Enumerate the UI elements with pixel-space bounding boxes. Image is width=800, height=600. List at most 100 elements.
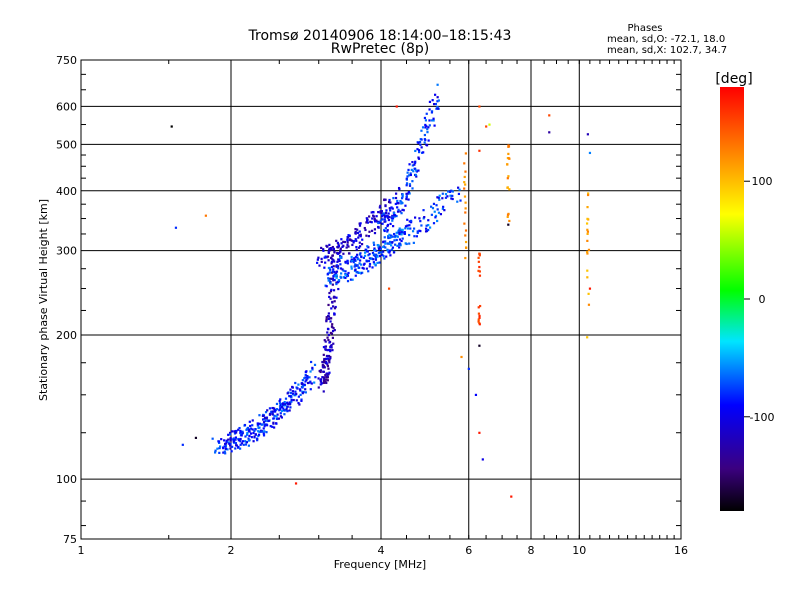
data-point: [263, 430, 266, 433]
data-point: [333, 300, 336, 303]
data-point: [373, 231, 377, 235]
data-point: [417, 169, 420, 172]
data-point: [231, 445, 234, 448]
data-point: [415, 169, 418, 172]
data-point: [263, 425, 266, 428]
data-point: [328, 291, 331, 295]
data-point: [363, 262, 366, 265]
data-point: [288, 401, 292, 404]
data-point: [317, 256, 320, 259]
data-point: [414, 173, 417, 177]
data-point: [318, 264, 321, 267]
data-point: [478, 431, 481, 434]
data-point: [338, 252, 341, 255]
data-point: [386, 223, 390, 227]
data-point: [425, 125, 428, 128]
data-point: [328, 371, 331, 374]
data-point: [373, 248, 376, 252]
data-point: [372, 261, 375, 264]
data-point: [384, 242, 387, 245]
data-point: [424, 138, 427, 142]
data-point: [393, 215, 396, 218]
data-point: [301, 390, 304, 393]
data-points: [170, 83, 592, 498]
data-point: [297, 395, 300, 398]
data-point: [365, 221, 368, 224]
x-tick-label: 1: [78, 544, 85, 557]
data-point: [418, 217, 421, 220]
data-point: [356, 253, 359, 256]
data-point: [248, 434, 251, 437]
data-point: [279, 398, 282, 401]
data-point: [380, 210, 384, 213]
data-point: [358, 241, 361, 244]
data-point: [295, 399, 298, 402]
data-point: [357, 257, 360, 261]
data-point: [320, 257, 323, 260]
data-point: [241, 430, 244, 433]
data-point: [339, 250, 342, 253]
data-point: [326, 349, 329, 352]
data-point: [410, 219, 413, 223]
data-point: [309, 388, 312, 391]
data-point: [410, 168, 413, 171]
data-point: [269, 425, 272, 428]
data-point: [396, 210, 400, 213]
data-point: [334, 272, 338, 275]
data-point: [478, 265, 481, 269]
data-point: [251, 428, 254, 431]
data-point: [329, 357, 332, 360]
data-point: [488, 123, 491, 126]
data-point: [431, 99, 434, 102]
data-point: [506, 177, 509, 180]
data-point: [391, 241, 394, 244]
data-point: [291, 390, 295, 393]
data-point: [227, 433, 230, 436]
data-point: [352, 261, 355, 264]
data-point: [273, 414, 276, 417]
data-point: [332, 275, 335, 278]
data-point: [327, 354, 331, 358]
data-point: [406, 218, 409, 221]
data-point: [435, 204, 438, 207]
data-point: [325, 245, 329, 248]
data-point: [417, 141, 420, 144]
data-point: [223, 450, 226, 453]
data-point: [232, 439, 236, 442]
data-point: [394, 234, 397, 237]
data-point: [358, 224, 362, 227]
data-point: [299, 393, 302, 396]
data-point: [301, 385, 305, 388]
data-point: [336, 260, 339, 263]
data-point: [457, 186, 460, 189]
data-point: [328, 243, 331, 246]
data-point: [474, 393, 478, 397]
data-point: [281, 402, 285, 405]
data-point: [327, 359, 330, 362]
data-point: [423, 116, 427, 120]
data-point: [349, 260, 353, 263]
x-axis-label: Frequency [MHz]: [334, 558, 426, 571]
data-point: [374, 253, 377, 256]
data-point: [262, 421, 266, 424]
data-point: [217, 440, 220, 443]
data-point: [416, 230, 419, 233]
data-point: [284, 397, 288, 400]
data-point: [324, 255, 327, 258]
data-point: [301, 382, 304, 386]
data-point: [358, 262, 361, 265]
data-point: [355, 245, 358, 249]
data-point: [327, 373, 330, 376]
data-point: [211, 437, 214, 440]
data-point: [325, 378, 328, 381]
data-point: [378, 221, 382, 224]
data-point: [229, 444, 232, 447]
data-point: [340, 242, 343, 245]
data-point: [367, 235, 370, 238]
data-point: [278, 405, 282, 408]
data-point: [294, 390, 297, 393]
data-point: [330, 307, 333, 310]
data-point: [266, 409, 269, 412]
data-point: [381, 253, 384, 256]
data-point: [358, 230, 361, 233]
